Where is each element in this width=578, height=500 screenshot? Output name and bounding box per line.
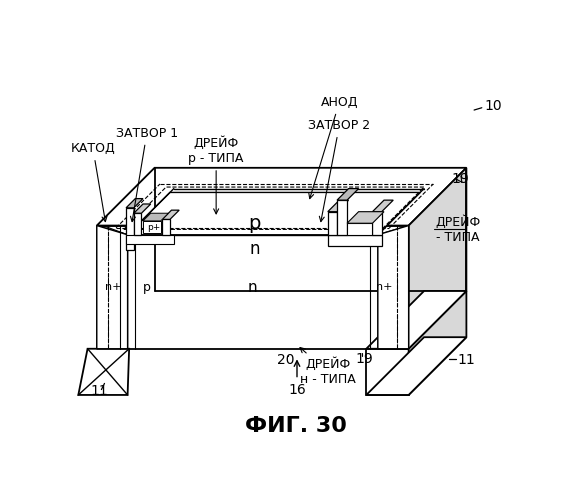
Polygon shape [126, 208, 134, 250]
Polygon shape [372, 212, 381, 235]
Polygon shape [328, 200, 349, 211]
Text: n+: n+ [105, 282, 122, 292]
Polygon shape [328, 212, 337, 235]
Polygon shape [409, 168, 466, 349]
Polygon shape [378, 226, 409, 349]
Text: n: n [248, 280, 258, 294]
Polygon shape [97, 226, 409, 349]
Polygon shape [143, 221, 161, 233]
Polygon shape [328, 235, 381, 246]
Text: 11: 11 [90, 384, 108, 398]
Text: ЗАТВОР 1: ЗАТВОР 1 [116, 126, 178, 222]
Polygon shape [143, 213, 168, 221]
Text: 19: 19 [451, 172, 469, 186]
Polygon shape [97, 168, 466, 226]
Polygon shape [337, 188, 358, 200]
Text: ЗАТВОР 2: ЗАТВОР 2 [308, 119, 370, 222]
Polygon shape [366, 349, 409, 395]
Polygon shape [347, 212, 384, 223]
Polygon shape [162, 210, 179, 220]
Polygon shape [126, 198, 143, 208]
Polygon shape [128, 192, 420, 235]
Text: КАТОД: КАТОД [71, 142, 116, 222]
Text: ДРЕЙФ
н - ТИПА: ДРЕЙФ н - ТИПА [300, 348, 355, 386]
Text: 10: 10 [484, 99, 502, 113]
Polygon shape [134, 204, 151, 213]
Text: ФИГ. 30: ФИГ. 30 [245, 416, 347, 436]
Polygon shape [78, 349, 129, 395]
Text: 19: 19 [356, 352, 373, 366]
Text: р: р [143, 280, 151, 293]
Polygon shape [366, 337, 466, 395]
Text: 16: 16 [288, 384, 306, 398]
Text: n+: n+ [376, 282, 392, 292]
Text: 11: 11 [457, 354, 475, 368]
Text: ДРЕЙФ
- ТИПА: ДРЕЙФ - ТИПА [436, 215, 481, 244]
Text: р: р [249, 214, 261, 233]
Text: АНОД: АНОД [309, 96, 358, 198]
Polygon shape [366, 291, 466, 349]
Polygon shape [337, 200, 347, 235]
Polygon shape [97, 226, 128, 349]
Polygon shape [162, 220, 170, 235]
Text: n: n [249, 240, 260, 258]
Polygon shape [97, 226, 128, 349]
Polygon shape [126, 235, 174, 244]
Text: р+: р+ [147, 222, 160, 232]
Polygon shape [347, 223, 372, 235]
Polygon shape [134, 213, 142, 235]
Text: 20: 20 [277, 354, 294, 368]
Polygon shape [134, 235, 172, 241]
Polygon shape [372, 200, 393, 211]
Polygon shape [409, 291, 466, 395]
Polygon shape [378, 226, 409, 349]
Text: ДРЕЙФ
р - ТИПА: ДРЕЙФ р - ТИПА [188, 136, 244, 214]
Polygon shape [103, 226, 128, 235]
